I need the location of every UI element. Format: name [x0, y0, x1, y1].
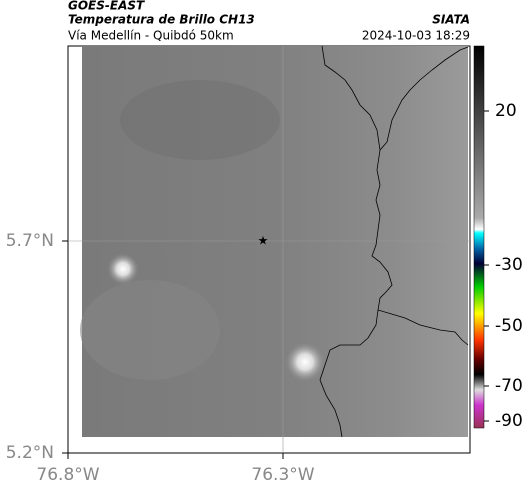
cloud: [107, 253, 139, 285]
colorbar-label: -50: [495, 316, 523, 336]
cloud: [120, 80, 280, 160]
colorbar-label: 20: [495, 101, 517, 121]
cloud: [285, 342, 325, 382]
border: [377, 309, 469, 346]
source: SIATA: [432, 13, 470, 27]
border: [379, 46, 469, 151]
location-marker: ★: [258, 234, 269, 248]
colorbar-label: -90: [495, 411, 523, 431]
route: Vía Medellín - Quibdó 50km: [68, 29, 234, 43]
colorbar-label: -70: [495, 376, 523, 396]
timestamp: 2024-10-03 18:29: [362, 29, 470, 43]
lat-label: 5.2°N: [6, 443, 54, 463]
colorbar-label: -30: [495, 255, 523, 275]
cloud: [80, 280, 220, 380]
lon-label: 76.3°W: [251, 465, 314, 485]
lat-label: 5.7°N: [6, 231, 54, 251]
colorbar: [473, 45, 485, 429]
lon-label: 76.8°W: [36, 465, 99, 485]
subtitle: Temperatura de Brillo CH13: [68, 13, 255, 27]
border: [319, 45, 393, 438]
title: GOES-EAST: [68, 0, 145, 13]
